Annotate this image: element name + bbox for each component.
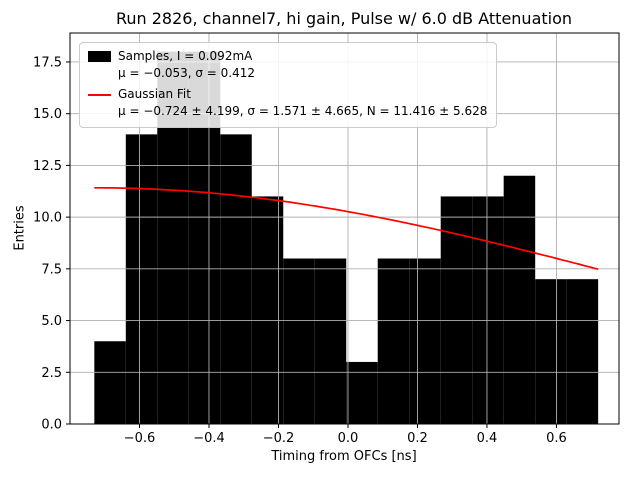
x-tick-label: −0.2	[263, 431, 295, 446]
histogram-bar	[314, 258, 347, 424]
y-tick-label: 12.5	[33, 159, 62, 174]
y-tick-label: 0.0	[41, 418, 62, 433]
legend-samples-text: Samples, I = 0.092mA μ = −0.053, σ = 0.4…	[118, 48, 255, 83]
histogram-bar	[283, 258, 315, 424]
y-tick-label: 5.0	[41, 314, 62, 329]
x-tick-label: −0.4	[193, 431, 225, 446]
x-tick-label: 0.0	[338, 431, 359, 446]
y-tick-label: 10.0	[33, 211, 62, 226]
y-tick-label: 2.5	[41, 366, 62, 381]
histogram-bar	[503, 175, 536, 424]
y-tick-label: 7.5	[41, 262, 62, 277]
histogram-bar	[566, 279, 599, 424]
x-tick-label: 0.4	[477, 431, 498, 446]
legend-samples-label: Samples, I = 0.092mA	[118, 49, 253, 63]
histogram-bar	[125, 134, 158, 425]
legend-fit-label: Gaussian Fit	[118, 86, 191, 101]
axes-spines	[69, 32, 620, 425]
histogram-bar	[251, 196, 284, 424]
gaussian-fit-line-swatch	[88, 93, 111, 96]
legend-fit-stats: μ = −0.724 ± 4.199, σ = 1.571 ± 4.665, N…	[118, 104, 488, 119]
gaussian-fit-line	[94, 186, 599, 271]
samples-swatch	[88, 51, 111, 62]
legend-fit-text: Gaussian Fit μ = −0.724 ± 4.199, σ = 1.5…	[118, 86, 487, 121]
y-axis-label: Entries	[12, 205, 28, 251]
x-tick-label: 0.2	[407, 431, 428, 446]
x-tick-label: −0.6	[124, 431, 156, 446]
chart-title: Run 2826, channel7, hi gain, Pulse w/ 6.…	[115, 9, 573, 28]
y-tick-label: 17.5	[33, 55, 62, 70]
histogram-bar	[535, 279, 567, 424]
histogram-bar	[440, 196, 473, 424]
histogram-bar	[377, 258, 410, 424]
histogram-bar	[220, 134, 252, 425]
histogram-bar	[409, 258, 441, 424]
histogram-bar	[472, 196, 504, 424]
x-tick-label: 0.6	[546, 431, 567, 446]
legend-entry-gaussian-fit: Gaussian Fit μ = −0.724 ± 4.199, σ = 1.5…	[88, 86, 487, 121]
histogram-bar	[94, 341, 126, 424]
histogram-bar	[346, 361, 378, 424]
legend-samples-stats: μ = −0.053, σ = 0.412	[118, 66, 255, 81]
y-tick-label: 15.0	[33, 107, 62, 122]
legend-entry-samples: Samples, I = 0.092mA μ = −0.053, σ = 0.4…	[88, 48, 487, 83]
legend: Samples, I = 0.092mA μ = −0.053, σ = 0.4…	[79, 42, 498, 128]
x-axis-label: Timing from OFCs [ns]	[271, 449, 417, 464]
